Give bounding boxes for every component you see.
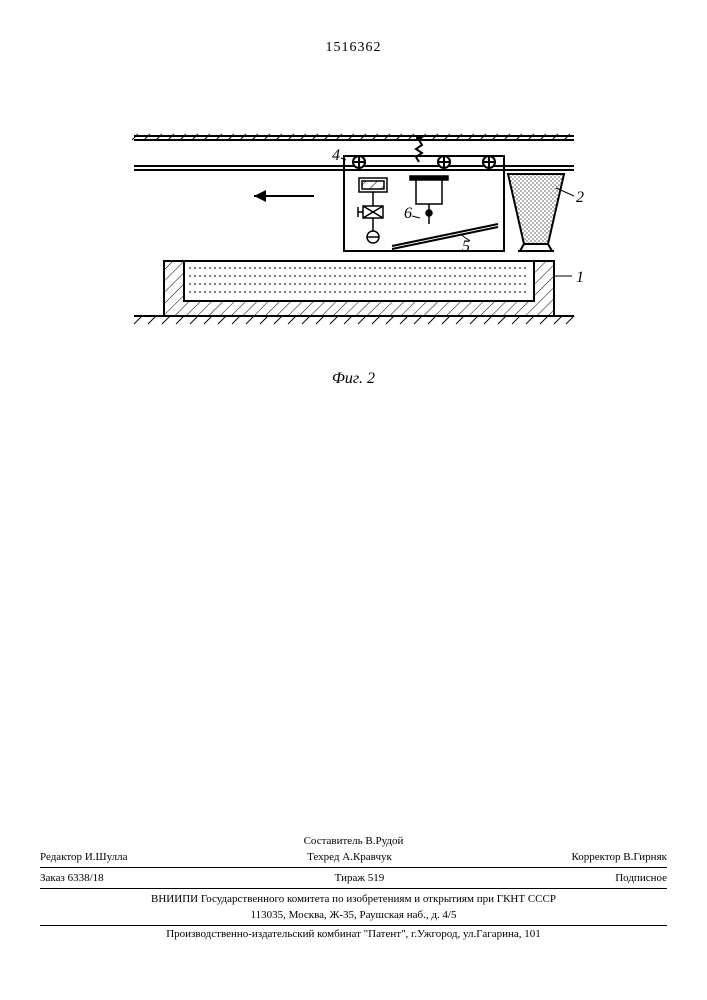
addr2: Производственно-издательский комбинат "П…: [40, 928, 667, 940]
figure-2: 1 2 4 5 6 Фиг. 2: [40, 116, 667, 388]
screed-blade: [392, 224, 498, 249]
editor: И.Шулла: [85, 851, 128, 863]
tirazh-label: Тираж: [335, 872, 365, 884]
callout-5: 5: [462, 238, 470, 255]
callout-1: 1: [576, 269, 584, 286]
tirazh: 519: [368, 872, 385, 884]
org: ВНИИПИ Государственного комитета по изоб…: [40, 891, 667, 907]
mold: [164, 261, 554, 316]
compiler-label: Составитель: [304, 835, 363, 847]
colophon: Составитель В.Рудой Редактор И.Шулла Тех…: [40, 833, 667, 940]
callout-2: 2: [576, 189, 584, 206]
callout-4: 4: [332, 147, 340, 164]
editor-label: Редактор: [40, 851, 82, 863]
subscription: Подписное: [615, 872, 667, 884]
addr1: 113035, Москва, Ж-35, Раушская наб., д. …: [40, 907, 667, 923]
corrector-label: Корректор: [571, 851, 620, 863]
hopper: [508, 174, 564, 251]
corrector: В.Гирняк: [623, 851, 667, 863]
compiler: В.Рудой: [365, 835, 403, 847]
figure-label: Фиг. 2: [40, 370, 667, 388]
order-label: Заказ: [40, 872, 65, 884]
tech: А.Кравчук: [342, 851, 392, 863]
patent-number: 1516362: [40, 40, 667, 56]
order: 6338/18: [68, 872, 104, 884]
tech-label: Техред: [307, 851, 339, 863]
callout-6: 6: [404, 205, 412, 222]
